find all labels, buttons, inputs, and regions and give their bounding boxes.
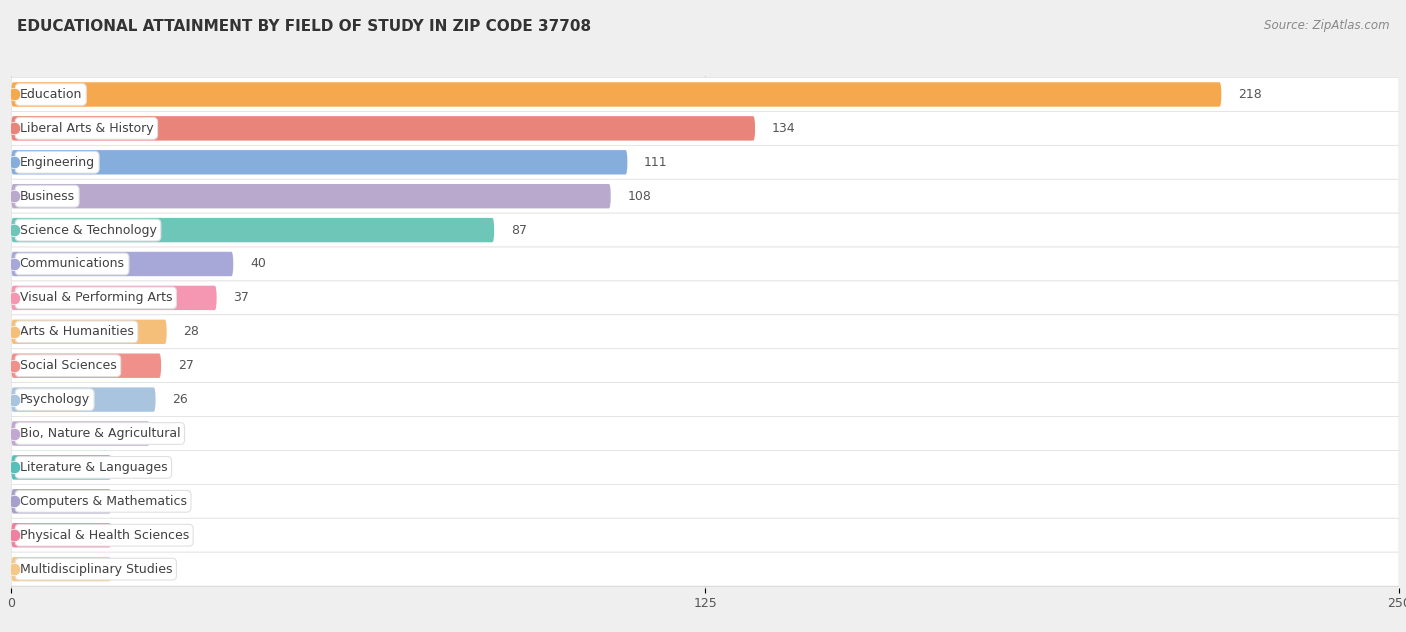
- FancyBboxPatch shape: [11, 82, 1222, 107]
- Text: Arts & Humanities: Arts & Humanities: [20, 325, 134, 338]
- FancyBboxPatch shape: [11, 320, 167, 344]
- FancyBboxPatch shape: [11, 252, 233, 276]
- Text: 25: 25: [167, 427, 183, 440]
- Text: Communications: Communications: [20, 257, 125, 270]
- FancyBboxPatch shape: [11, 349, 1399, 382]
- Text: Liberal Arts & History: Liberal Arts & History: [20, 122, 153, 135]
- Text: Visual & Performing Arts: Visual & Performing Arts: [20, 291, 172, 305]
- Text: Physical & Health Sciences: Physical & Health Sciences: [20, 529, 188, 542]
- FancyBboxPatch shape: [11, 286, 217, 310]
- FancyBboxPatch shape: [11, 218, 494, 242]
- Text: EDUCATIONAL ATTAINMENT BY FIELD OF STUDY IN ZIP CODE 37708: EDUCATIONAL ATTAINMENT BY FIELD OF STUDY…: [17, 19, 591, 34]
- FancyBboxPatch shape: [11, 179, 1399, 213]
- FancyBboxPatch shape: [11, 416, 1399, 451]
- FancyBboxPatch shape: [11, 382, 1399, 416]
- FancyBboxPatch shape: [11, 552, 1399, 586]
- Text: 111: 111: [644, 156, 668, 169]
- FancyBboxPatch shape: [11, 451, 1399, 484]
- FancyBboxPatch shape: [11, 557, 111, 581]
- Text: Science & Technology: Science & Technology: [20, 224, 156, 236]
- FancyBboxPatch shape: [11, 455, 111, 480]
- FancyBboxPatch shape: [11, 150, 627, 174]
- FancyBboxPatch shape: [11, 315, 1399, 349]
- Text: 40: 40: [250, 257, 266, 270]
- Text: 37: 37: [233, 291, 249, 305]
- Text: Social Sciences: Social Sciences: [20, 359, 117, 372]
- Text: Source: ZipAtlas.com: Source: ZipAtlas.com: [1264, 19, 1389, 32]
- FancyBboxPatch shape: [11, 78, 1399, 111]
- Text: Multidisciplinary Studies: Multidisciplinary Studies: [20, 562, 172, 576]
- FancyBboxPatch shape: [11, 422, 150, 446]
- Text: Psychology: Psychology: [20, 393, 90, 406]
- FancyBboxPatch shape: [11, 353, 162, 378]
- FancyBboxPatch shape: [11, 116, 755, 140]
- FancyBboxPatch shape: [11, 111, 1399, 145]
- Text: 0: 0: [128, 562, 136, 576]
- Text: 108: 108: [627, 190, 651, 203]
- FancyBboxPatch shape: [11, 247, 1399, 281]
- Text: 218: 218: [1239, 88, 1261, 101]
- FancyBboxPatch shape: [11, 518, 1399, 552]
- Text: 0: 0: [128, 495, 136, 507]
- Text: Engineering: Engineering: [20, 156, 94, 169]
- FancyBboxPatch shape: [11, 489, 111, 514]
- Text: Literature & Languages: Literature & Languages: [20, 461, 167, 474]
- Text: 12: 12: [128, 461, 143, 474]
- Text: Business: Business: [20, 190, 75, 203]
- FancyBboxPatch shape: [11, 184, 610, 209]
- Text: 87: 87: [510, 224, 527, 236]
- Text: 0: 0: [128, 529, 136, 542]
- Text: Education: Education: [20, 88, 82, 101]
- Text: 134: 134: [772, 122, 796, 135]
- FancyBboxPatch shape: [11, 387, 156, 412]
- FancyBboxPatch shape: [11, 281, 1399, 315]
- FancyBboxPatch shape: [11, 523, 111, 547]
- Text: 28: 28: [183, 325, 200, 338]
- FancyBboxPatch shape: [11, 484, 1399, 518]
- Text: 26: 26: [172, 393, 188, 406]
- FancyBboxPatch shape: [11, 145, 1399, 179]
- Text: Computers & Mathematics: Computers & Mathematics: [20, 495, 187, 507]
- Text: Bio, Nature & Agricultural: Bio, Nature & Agricultural: [20, 427, 180, 440]
- FancyBboxPatch shape: [11, 213, 1399, 247]
- Text: 27: 27: [177, 359, 194, 372]
